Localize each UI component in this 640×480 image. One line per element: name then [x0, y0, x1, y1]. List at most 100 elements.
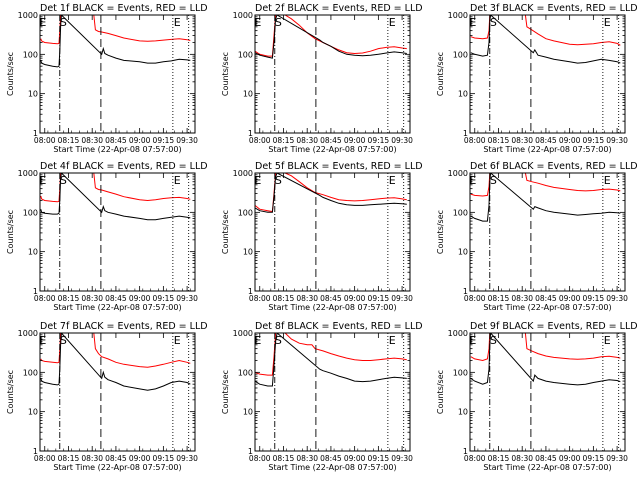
x-tick-label: 08:30 [511, 454, 533, 463]
x-axis-label: Start Time (22-Apr-08 07:57:00) [483, 463, 611, 472]
y-tick-label: 1 [33, 129, 38, 138]
x-tick-label: 08:15 [488, 294, 510, 303]
x-tick-label: 08:30 [81, 454, 103, 463]
series-line-lld [40, 173, 191, 203]
x-tick-label: 08:15 [488, 136, 510, 145]
y-axis-label: Counts/sec [436, 210, 445, 254]
x-tick-label: 08:30 [81, 294, 103, 303]
y-axis-label: Counts/sec [436, 52, 445, 96]
series-line-events [40, 173, 191, 221]
y-tick-label: 10 [28, 90, 38, 99]
x-tick-label: 08:00 [249, 136, 271, 145]
x-tick-label: 09:15 [368, 294, 390, 303]
plot-frame [39, 332, 196, 452]
x-tick-label: 08:15 [488, 454, 510, 463]
x-tick-label: 08:45 [535, 136, 557, 145]
series-line-events [40, 15, 191, 68]
event-marker-label: E [389, 174, 396, 187]
x-tick-label: 08:00 [464, 294, 486, 303]
series-line-lld [40, 333, 191, 368]
chart-title: Det 5f BLACK = Events, RED = LLD [255, 161, 423, 172]
x-tick-label: 08:15 [58, 136, 80, 145]
y-axis-label: Counts/sec [221, 52, 230, 96]
chart-title: Det 1f BLACK = Events, RED = LLD [40, 3, 208, 14]
series-line-lld [470, 173, 621, 197]
event-marker-label: S [490, 174, 497, 187]
chart-title: Det 8f BLACK = Events, RED = LLD [255, 321, 423, 332]
y-axis-label: Counts/sec [221, 210, 230, 254]
event-marker-label: E [604, 16, 611, 29]
x-tick-label: 09:00 [344, 454, 366, 463]
x-tick-label: 08:30 [81, 136, 103, 145]
y-tick-label: 1000 [448, 329, 468, 338]
y-axis-label: Counts/sec [6, 370, 15, 414]
y-tick-label: 1 [463, 129, 468, 138]
event-marker-label: E [469, 334, 476, 347]
x-tick-label: 09:00 [129, 136, 151, 145]
x-tick-label: 09:30 [176, 294, 198, 303]
y-tick-label: 100 [238, 208, 253, 217]
series-line-events [255, 173, 407, 213]
event-marker-label: E [39, 16, 46, 29]
y-tick-label: 1000 [233, 11, 253, 20]
x-tick-label: 08:45 [320, 294, 342, 303]
x-axis-label: Start Time (22-Apr-08 07:57:00) [268, 145, 396, 154]
event-marker-label: E [469, 174, 476, 187]
x-tick-label: 09:00 [559, 454, 581, 463]
x-tick-label: 09:15 [368, 454, 390, 463]
event-marker-label: S [60, 174, 67, 187]
y-tick-label: 1 [463, 287, 468, 296]
x-axis-label: Start Time (22-Apr-08 07:57:00) [53, 145, 181, 154]
x-tick-label: 09:30 [606, 454, 628, 463]
chart-panel: Det 7f BLACK = Events, RED = LLD E S E 1 10 10… [6, 321, 208, 472]
series-line-lld [40, 15, 191, 45]
chart-panel: Det 4f BLACK = Events, RED = LLD E S E 1 10 10… [6, 161, 208, 312]
event-marker-label: E [174, 16, 181, 29]
y-tick-label: 10 [243, 90, 253, 99]
x-tick-label: 09:30 [606, 136, 628, 145]
x-tick-label: 09:15 [583, 294, 605, 303]
x-tick-label: 09:30 [391, 294, 413, 303]
x-axis-label: Start Time (22-Apr-08 07:57:00) [268, 303, 396, 312]
x-tick-label: 09:15 [583, 454, 605, 463]
chart-title: Det 6f BLACK = Events, RED = LLD [470, 161, 638, 172]
x-tick-label: 08:30 [511, 136, 533, 145]
event-marker-label: S [275, 174, 282, 187]
plot-frame [254, 172, 411, 292]
y-tick-label: 10 [458, 248, 468, 257]
y-tick-label: 10 [243, 248, 253, 257]
x-tick-label: 09:00 [559, 294, 581, 303]
y-tick-label: 1000 [448, 11, 468, 20]
y-tick-label: 100 [23, 208, 38, 217]
event-marker-label: S [60, 16, 67, 29]
chart-title: Det 9f BLACK = Events, RED = LLD [470, 321, 638, 332]
y-tick-label: 100 [453, 50, 468, 59]
x-tick-label: 08:45 [105, 136, 127, 145]
x-tick-label: 09:30 [606, 294, 628, 303]
y-tick-label: 100 [238, 50, 253, 59]
plot-frame [469, 14, 626, 134]
event-marker-label: S [275, 334, 282, 347]
plot-frame [469, 332, 626, 452]
y-tick-label: 1000 [18, 329, 38, 338]
event-marker-label: E [39, 334, 46, 347]
y-tick-label: 100 [238, 368, 253, 377]
event-marker-label: E [254, 334, 261, 347]
x-tick-label: 09:00 [129, 294, 151, 303]
x-tick-label: 09:00 [344, 136, 366, 145]
y-tick-label: 1 [463, 447, 468, 456]
event-marker-label: E [174, 334, 181, 347]
y-axis-label: Counts/sec [221, 370, 230, 414]
plot-frame [39, 14, 196, 134]
series-line-events [470, 333, 621, 386]
event-marker-label: E [254, 174, 261, 187]
event-marker-label: S [490, 16, 497, 29]
x-tick-label: 09:15 [368, 136, 390, 145]
x-tick-label: 08:45 [320, 454, 342, 463]
series-line-events [255, 333, 407, 387]
chart-panel: Det 6f BLACK = Events, RED = LLD E S E 1 10 10… [436, 161, 638, 312]
event-marker-label: E [389, 16, 396, 29]
x-tick-label: 08:00 [34, 294, 56, 303]
event-marker-label: S [60, 334, 67, 347]
